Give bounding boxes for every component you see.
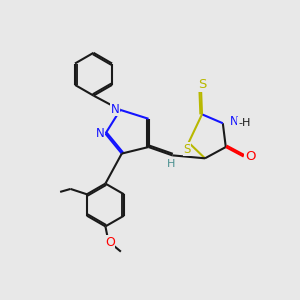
Text: N: N xyxy=(111,103,119,116)
Text: N: N xyxy=(96,127,104,140)
Text: S: S xyxy=(184,142,191,156)
Text: O: O xyxy=(105,236,115,249)
Text: H: H xyxy=(167,159,175,169)
Text: S: S xyxy=(198,78,207,91)
Text: N: N xyxy=(230,115,239,128)
Text: -H: -H xyxy=(238,118,250,128)
Text: O: O xyxy=(245,150,255,163)
